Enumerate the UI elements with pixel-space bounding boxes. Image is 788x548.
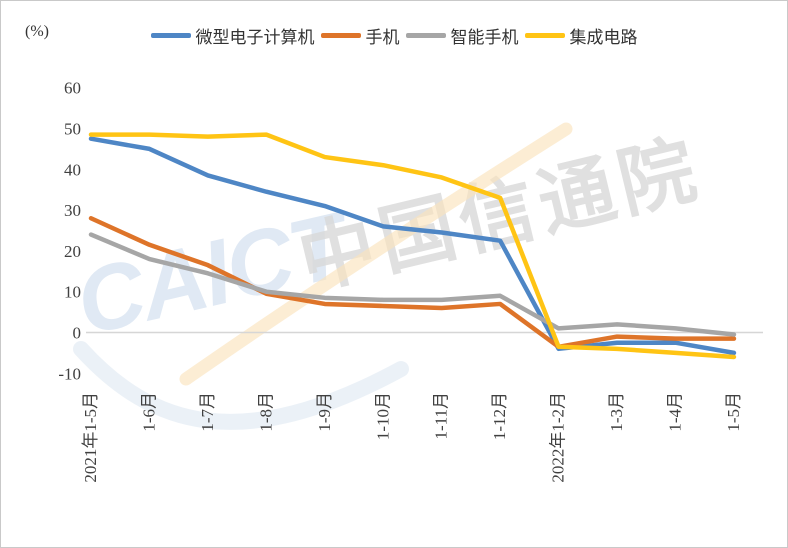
y-axis-tick-label: 10	[64, 283, 81, 302]
y-axis-tick-label: -10	[58, 364, 81, 383]
series-line-micro-computer	[88, 136, 737, 356]
watermark-swoosh-yellow-icon	[179, 122, 573, 386]
y-axis-tick-label: 30	[64, 201, 81, 220]
series-line-integrated-circuit	[88, 132, 737, 360]
chart-legend: 微型电子计算机 手机 智能手机 集成电路	[1, 23, 787, 48]
x-axis-tick-label: 1-11月	[432, 392, 451, 440]
x-axis-tick-label: 1-12月	[490, 392, 509, 440]
watermark-swoosh-blue-icon	[73, 341, 409, 430]
legend-swatch-icon	[150, 33, 191, 38]
legend-swatch-icon	[524, 33, 565, 38]
y-axis-tick-label: 60	[64, 79, 81, 98]
y-axis-tick-label: 20	[64, 242, 81, 261]
legend-swatch-icon	[320, 33, 361, 38]
legend-label: 智能手机	[450, 28, 519, 47]
legend-label: 集成电路	[569, 28, 638, 47]
y-axis-tick-label: 40	[64, 160, 81, 179]
x-axis-tick-label: 1-10月	[373, 392, 392, 440]
x-axis-tick-label: 1-3月	[607, 392, 626, 432]
x-axis-tick-label: 1-9月	[315, 392, 334, 432]
legend-swatch-icon	[405, 33, 446, 38]
legend-item-mobile-phone: 手机	[320, 23, 400, 48]
legend-label: 微型电子计算机	[195, 28, 315, 47]
y-axis-unit-label: (%)	[25, 23, 49, 40]
x-axis-tick-label: 2021年1-5月	[81, 392, 100, 483]
legend-item-smartphone: 智能手机	[405, 23, 519, 48]
series-line-smartphone	[88, 232, 737, 337]
x-axis-tick-label: 2022年1-2月	[549, 392, 568, 483]
x-axis-tick-label: 1-6月	[139, 392, 158, 432]
legend-item-micro-computer: 微型电子计算机	[150, 23, 315, 48]
x-axis-tick-label: 1-5月	[724, 392, 743, 432]
x-axis-tick-label: 1-7月	[198, 392, 217, 432]
series-line-mobile-phone	[88, 216, 737, 350]
x-axis-tick-label: 1-8月	[256, 392, 275, 432]
y-axis-tick-label: 50	[64, 120, 81, 139]
x-axis-tick-label: 1-4月	[666, 392, 685, 432]
legend-item-integrated-circuit: 集成电路	[524, 23, 638, 48]
y-axis-tick-label: 0	[73, 324, 82, 343]
legend-label: 手机	[365, 28, 400, 47]
